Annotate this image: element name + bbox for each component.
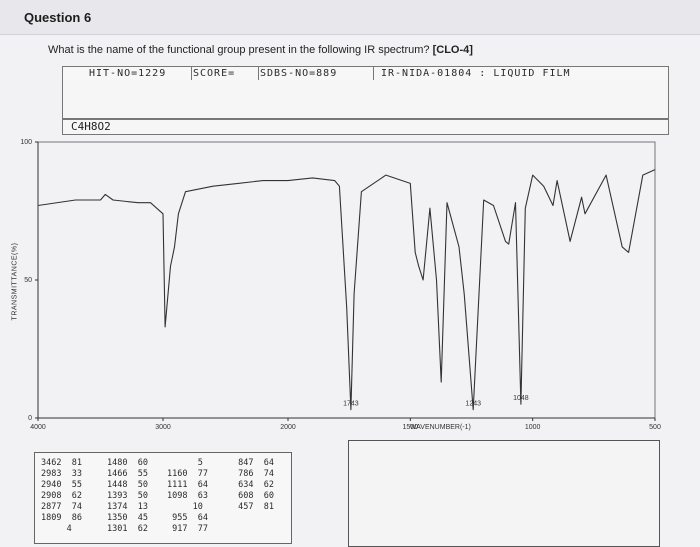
- peak-table-row: 1350 45: [107, 513, 148, 523]
- peak-table-row: 1098 63: [167, 491, 208, 501]
- peak-table-row: 2908 62: [41, 491, 82, 501]
- x-tick-label: 3000: [155, 424, 171, 431]
- peak-table-row: 847 64: [233, 458, 274, 468]
- x-tick-label: 4000: [30, 424, 46, 431]
- peak-table-row: 786 74: [233, 469, 274, 479]
- sdbs-no: SDBS-NO=889: [260, 68, 338, 79]
- peak-table-row: 2877 74: [41, 502, 82, 512]
- ir-nida: IR-NIDA-01804 : LIQUID FILM: [381, 68, 571, 79]
- peak-table-col-1: 3462 81 2983 33 2940 55 2908 62 2877 74 1809 …: [41, 458, 82, 535]
- answer-box[interactable]: [348, 440, 660, 547]
- peak-table-row: 457 81: [233, 502, 274, 512]
- peak-table-row: 1448 50: [107, 480, 148, 490]
- peak-table-row: 634 62: [233, 480, 274, 490]
- y-tick-label: 100: [20, 139, 32, 146]
- peak-table-row: 2983 33: [41, 469, 82, 479]
- peak-table-row: 955 64: [167, 513, 208, 523]
- peak-table-row: 1160 77: [167, 469, 208, 479]
- peak-table-row: 2940 55: [41, 480, 82, 490]
- header-divider: [373, 67, 374, 81]
- peak-table-row: 1480 60: [107, 458, 148, 468]
- header-divider: [258, 67, 259, 81]
- x-tick-label: 2000: [280, 424, 296, 431]
- peak-table-row: 1393 50: [107, 491, 148, 501]
- score: SCORE=: [193, 68, 236, 79]
- structure-box: [62, 80, 669, 119]
- peak-table-row: 5: [167, 458, 203, 468]
- spectrum-header-box: HIT-NO=1229 SCORE= SDBS-NO=889 IR-NIDA-0…: [62, 66, 669, 82]
- peak-table-col-4: 847 64 786 74 634 62 608 60 457 81: [233, 458, 274, 513]
- question-title: Question 6: [24, 10, 92, 25]
- question-text: What is the name of the functional group…: [48, 44, 430, 56]
- peak-table-row: 1301 62: [107, 524, 148, 534]
- peak-table-row: 1111 64: [167, 480, 208, 490]
- x-tick-label: 1000: [525, 424, 541, 431]
- question-text-line: What is the name of the functional group…: [48, 44, 473, 56]
- peak-table-row: 1809 86: [41, 513, 82, 523]
- y-tick-label: 0: [28, 415, 32, 422]
- peak-table-row: 4: [41, 524, 72, 534]
- peak-table-col-3: 5 1160 77 1111 64 1098 63 10 955 64 917 77: [167, 458, 208, 535]
- formula-box: C4H8O2: [62, 119, 669, 135]
- x-axis-label: WAVENUMBER(-1): [410, 424, 471, 431]
- question-header: Question 6: [0, 0, 700, 35]
- peak-table-row: 1466 55: [107, 469, 148, 479]
- clo-tag: [CLO-4]: [432, 44, 473, 56]
- peak-label: 1243: [465, 401, 481, 408]
- peak-table-row: 608 60: [233, 491, 274, 501]
- peak-table-row: 10: [167, 502, 203, 512]
- peak-table: 3462 81 2983 33 2940 55 2908 62 2877 74 1809 …: [34, 452, 292, 544]
- peak-label: 1743: [343, 401, 359, 408]
- spectrum-line: [37, 169, 656, 411]
- peak-table-row: 3462 81: [41, 458, 82, 468]
- header-divider: [191, 67, 192, 81]
- peak-table-row: 1374 13: [107, 502, 148, 512]
- molecular-formula: C4H8O2: [71, 120, 111, 133]
- plot-frame: [37, 141, 656, 419]
- y-tick-label: 50: [24, 277, 32, 284]
- peak-table-row: 917 77: [167, 524, 208, 534]
- peak-label: 1048: [513, 395, 529, 402]
- x-tick-label: 1500: [403, 424, 419, 431]
- x-tick-label: 500: [649, 424, 661, 431]
- hit-no: HIT-NO=1229: [89, 68, 167, 79]
- peak-table-col-2: 1480 60 1466 55 1448 50 1393 50 1374 13 1350 …: [107, 458, 148, 535]
